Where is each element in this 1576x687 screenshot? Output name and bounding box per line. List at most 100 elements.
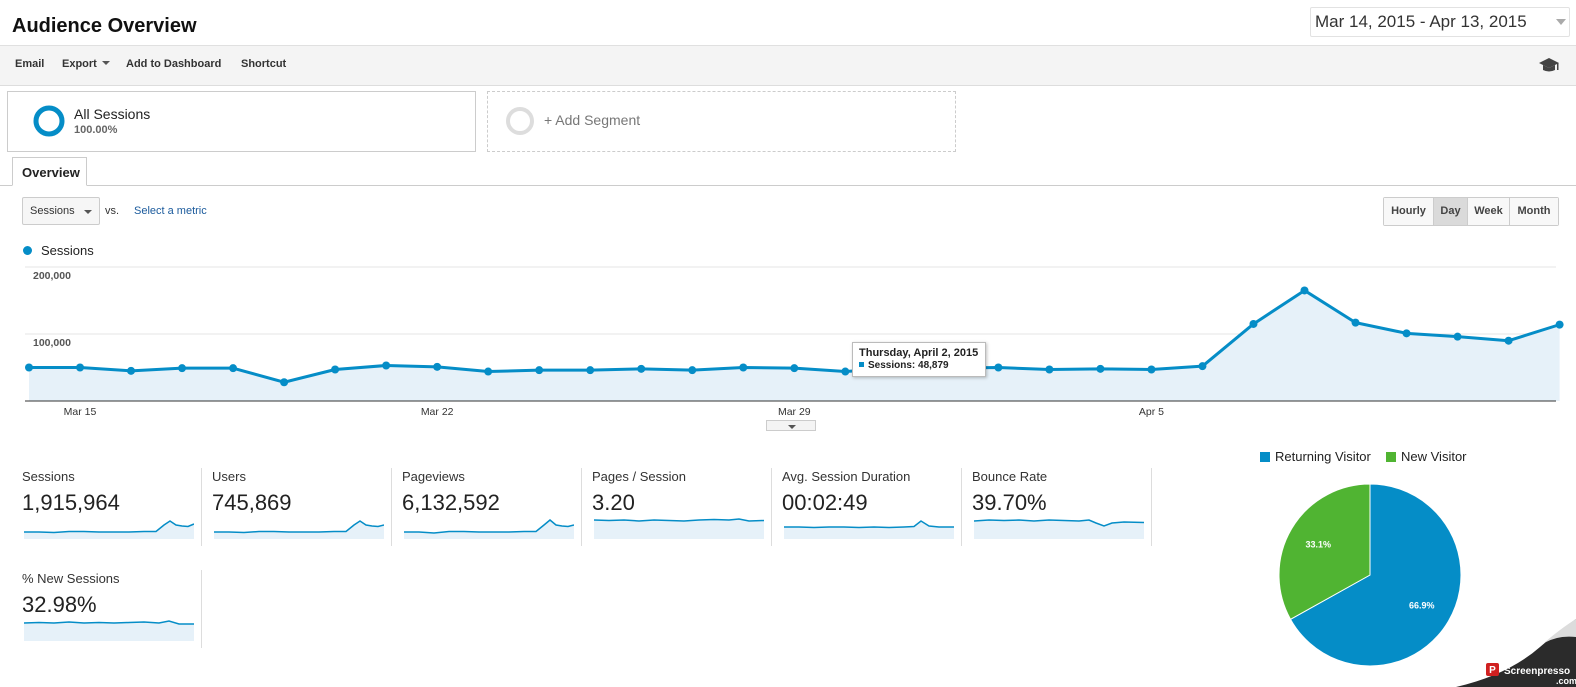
- metric-sparkline: [24, 620, 194, 641]
- export-label: Export: [62, 58, 97, 70]
- add-segment-label: + Add Segment: [544, 112, 641, 128]
- email-button[interactable]: Email: [15, 58, 45, 70]
- metric-divider: [771, 468, 772, 546]
- metric-users[interactable]: Users 745,869: [212, 469, 392, 547]
- add-segment-button[interactable]: + Add Segment: [487, 91, 956, 152]
- sessions-point[interactable]: [1096, 364, 1105, 373]
- visitor-type-pie-chart[interactable]: 66.9% 33.1%: [1270, 475, 1470, 675]
- metric-label: Avg. Session Duration: [782, 469, 911, 484]
- sessions-point[interactable]: [25, 363, 33, 372]
- pie-slice-returning-visitor[interactable]: [1289, 483, 1462, 667]
- sessions-point[interactable]: [841, 367, 850, 376]
- metric-avg-session-duration[interactable]: Avg. Session Duration 00:02:49: [782, 469, 962, 547]
- metric-divider: [201, 468, 202, 546]
- select-metric-link[interactable]: Select a metric: [134, 205, 207, 217]
- period-day-button[interactable]: Day: [1434, 198, 1468, 225]
- sessions-point[interactable]: [1045, 365, 1054, 374]
- metric-divider: [391, 468, 392, 546]
- segment-ring-icon: [506, 107, 534, 135]
- tab-overview[interactable]: Overview: [12, 157, 87, 186]
- screenpresso-watermark: P Screenpresso .com: [1456, 619, 1576, 687]
- tooltip-date: Thursday, April 2, 2015: [859, 347, 979, 359]
- sessions-point[interactable]: [994, 363, 1003, 372]
- sessions-point[interactable]: [1504, 336, 1513, 345]
- metric-value: 1,915,964: [22, 490, 120, 515]
- y-tick-label: 200,000: [33, 270, 71, 282]
- legend-new-label: New Visitor: [1401, 449, 1467, 464]
- tooltip-series-value: 48,879: [918, 360, 949, 371]
- sessions-point[interactable]: [382, 361, 391, 370]
- metric-new-sessions[interactable]: % New Sessions 32.98%: [22, 571, 202, 649]
- sessions-point[interactable]: [637, 364, 646, 373]
- sessions-point[interactable]: [76, 363, 85, 372]
- period-week-button[interactable]: Week: [1468, 198, 1510, 225]
- graduation-cap-icon[interactable]: [1538, 56, 1560, 74]
- period-toggle: Hourly Day Week Month: [1383, 197, 1559, 226]
- legend-sessions-label: Sessions: [41, 243, 94, 258]
- tooltip-value-line: Sessions: 48,879: [859, 360, 979, 371]
- shortcut-button[interactable]: Shortcut: [241, 58, 287, 70]
- chevron-down-icon: [1556, 19, 1566, 25]
- sessions-point[interactable]: [484, 367, 493, 376]
- sessions-point[interactable]: [1555, 320, 1564, 329]
- sessions-point[interactable]: [1351, 318, 1360, 327]
- metric-sessions[interactable]: Sessions 1,915,964: [22, 469, 202, 547]
- metric-label: % New Sessions: [22, 571, 120, 586]
- segment-all-sessions[interactable]: All Sessions 100.00%: [7, 91, 476, 152]
- x-tick-label: Mar 15: [64, 406, 97, 418]
- chart-collapse-handle[interactable]: [766, 420, 816, 431]
- metric-sparkline: [974, 519, 1144, 539]
- sessions-point[interactable]: [280, 378, 289, 387]
- sessions-point[interactable]: [127, 366, 136, 375]
- metric-sparkline: [214, 520, 384, 539]
- sessions-point[interactable]: [688, 366, 697, 375]
- metric-divider: [961, 468, 962, 546]
- sessions-point[interactable]: [739, 363, 748, 372]
- sessions-point[interactable]: [1249, 319, 1258, 328]
- tab-strip-border: [0, 185, 1576, 186]
- sessions-point[interactable]: [1300, 286, 1309, 295]
- metric-value: 39.70%: [972, 490, 1047, 515]
- metric-label: Sessions: [22, 469, 75, 484]
- metric-pages-per-session[interactable]: Pages / Session 3.20: [592, 469, 772, 547]
- sessions-point[interactable]: [790, 364, 799, 373]
- x-tick-label: Apr 5: [1139, 406, 1164, 418]
- sessions-point[interactable]: [1453, 332, 1462, 341]
- sessions-point[interactable]: [586, 366, 595, 375]
- sessions-point[interactable]: [1402, 329, 1411, 338]
- export-button[interactable]: Export: [62, 58, 110, 70]
- legend-returning-marker: [1260, 452, 1270, 462]
- sessions-area: [29, 290, 1560, 401]
- sessions-line-chart[interactable]: 200,000 100,000 Mar 15 Mar 22 Mar 29 Apr 5: [0, 262, 1576, 432]
- period-hourly-button[interactable]: Hourly: [1384, 198, 1434, 225]
- date-range-picker[interactable]: Mar 14, 2015 - Apr 13, 2015: [1310, 7, 1570, 37]
- tooltip-series-label: Sessions:: [868, 360, 916, 371]
- sessions-point[interactable]: [433, 362, 442, 371]
- chevron-down-icon: [101, 61, 110, 65]
- sessions-point[interactable]: [1147, 365, 1156, 374]
- legend-returning-visitor[interactable]: Returning Visitor: [1260, 449, 1371, 464]
- legend-new-visitor[interactable]: New Visitor: [1386, 449, 1467, 464]
- metric-pageviews[interactable]: Pageviews 6,132,592: [402, 469, 582, 547]
- metric-value: 32.98%: [22, 592, 97, 617]
- metric-label: Users: [212, 469, 246, 484]
- metric-value: 6,132,592: [402, 490, 500, 515]
- page-title: Audience Overview: [12, 15, 197, 37]
- metric-value: 745,869: [212, 490, 292, 515]
- period-month-button[interactable]: Month: [1510, 198, 1558, 225]
- metric-label: Pages / Session: [592, 469, 686, 484]
- metric-bounce-rate[interactable]: Bounce Rate 39.70%: [972, 469, 1152, 547]
- sessions-point[interactable]: [535, 366, 544, 375]
- metric-select[interactable]: Sessions: [22, 197, 100, 225]
- legend-new-marker: [1386, 452, 1396, 462]
- y-tick-label: 100,000: [33, 337, 71, 349]
- sessions-point[interactable]: [331, 365, 340, 374]
- add-to-dashboard-button[interactable]: Add to Dashboard: [126, 58, 222, 70]
- sessions-point[interactable]: [178, 364, 187, 373]
- chevron-down-icon: [84, 210, 92, 214]
- sessions-point[interactable]: [1198, 362, 1207, 371]
- pie-slice-new-visitor[interactable]: [1278, 483, 1371, 621]
- metric-sparkline: [404, 519, 574, 539]
- sessions-point[interactable]: [229, 364, 238, 373]
- pie-slice-label: 66.9%: [1409, 600, 1435, 610]
